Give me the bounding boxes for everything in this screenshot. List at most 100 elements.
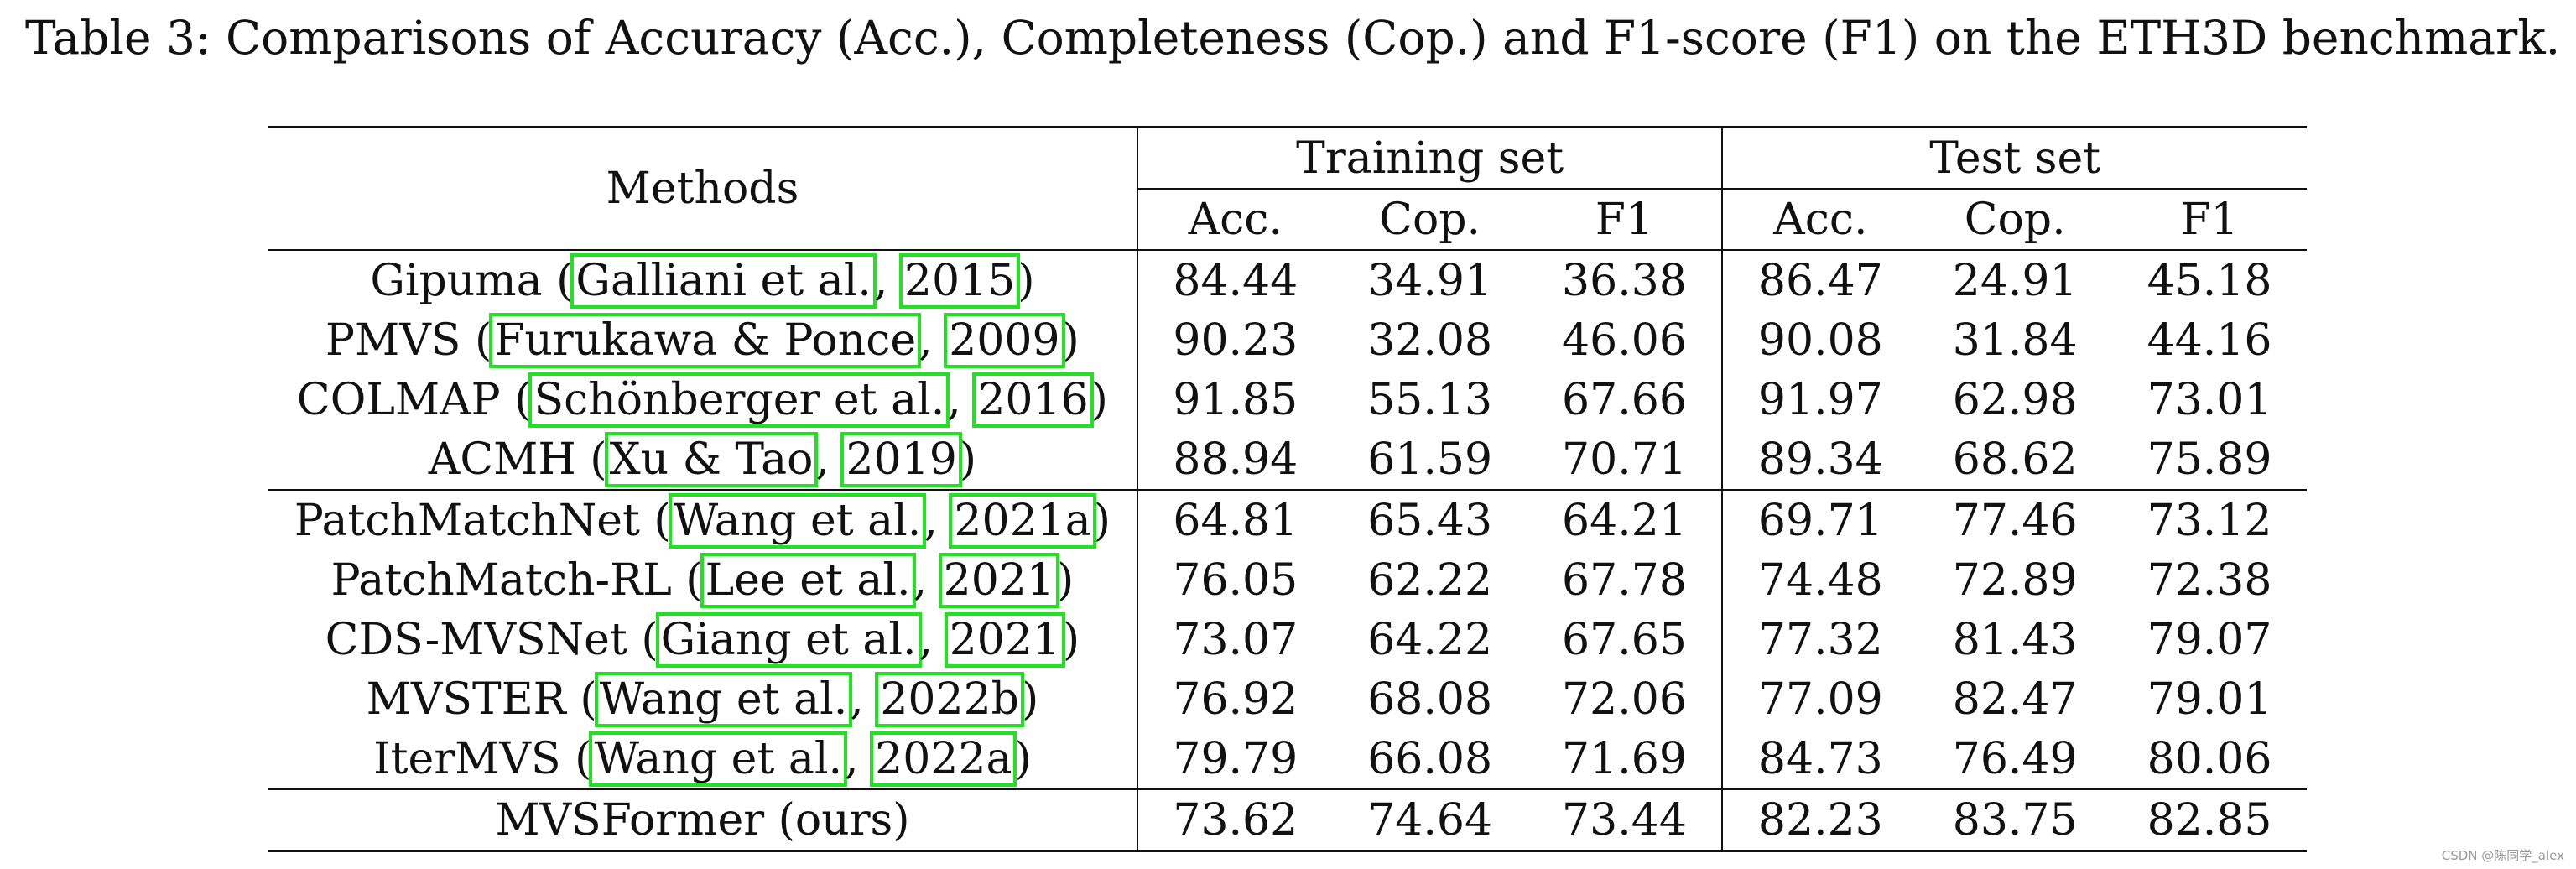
value-cell: 34.91 (1367, 255, 1493, 306)
value-cell: 84.44 (1173, 255, 1298, 306)
value-cell: 86.47 (1757, 255, 1883, 306)
citation-author[interactable]: Wang et al. (594, 671, 853, 727)
value-cell: 76.05 (1173, 554, 1298, 606)
method-cell: PMVS (Furukawa & Ponce, 2009) (268, 310, 1138, 370)
citation-year[interactable]: 2022b (875, 671, 1024, 727)
value-cell: 68.08 (1367, 674, 1493, 725)
value-cell: 77.09 (1757, 674, 1883, 725)
value-cell: 82.47 (1952, 674, 2078, 725)
value-cell: 81.43 (1952, 614, 2078, 665)
value-cell: 62.98 (1952, 374, 2078, 425)
test-f1-header: F1 (2180, 194, 2239, 245)
value-cell-best: 74.64 (1367, 794, 1493, 846)
value-cell: 67.78 (1527, 550, 1724, 610)
value-cell: 44.16 (2147, 315, 2272, 366)
method-cell: ACMH (Xu & Tao, 2019) (268, 429, 1138, 490)
method-cell: IterMVS (Wang et al., 2022a) (268, 729, 1138, 789)
citation-year[interactable]: 2016 (972, 372, 1094, 428)
value-cell: 61.59 (1367, 434, 1493, 485)
citation-year[interactable]: 2019 (840, 431, 962, 487)
value-cell: 88.94 (1173, 434, 1298, 485)
test-cop-header: Cop. (1964, 194, 2066, 245)
value-cell: 45.18 (2147, 255, 2272, 306)
train-acc-header: Acc. (1188, 194, 1283, 245)
citation-year[interactable]: 2021 (938, 552, 1059, 608)
value-cell: 55.13 (1367, 374, 1493, 425)
citation-author[interactable]: Furukawa & Ponce (489, 312, 922, 368)
value-cell: 73.07 (1173, 614, 1298, 665)
value-cell: 90.08 (1757, 315, 1883, 366)
citation-year[interactable]: 2009 (944, 312, 1065, 368)
value-cell: 80.06 (2147, 733, 2272, 784)
table-row: ACMH (Xu & Tao, 2019) 88.94 61.59 70.71 … (268, 429, 2307, 490)
value-cell: 24.91 (1952, 255, 2078, 306)
citation-author[interactable]: Wang et al. (668, 492, 927, 549)
test-acc-header: Acc. (1773, 194, 1868, 245)
value-cell: 72.06 (1527, 669, 1724, 729)
value-cell: 77.32 (1757, 614, 1883, 665)
citation-author[interactable]: Xu & Tao (604, 431, 819, 487)
value-cell: 75.89 (2147, 434, 2272, 485)
value-cell: 46.06 (1527, 310, 1724, 370)
value-cell: 64.22 (1367, 614, 1493, 665)
value-cell: 76.49 (1952, 733, 2078, 784)
value-cell: 64.21 (1527, 490, 1724, 550)
citation-year[interactable]: 2022a (870, 731, 1017, 787)
watermark: CSDN @陈同学_alex (2441, 848, 2564, 863)
training-set-header: Training set (1137, 127, 1724, 190)
citation-author[interactable]: Giang et al. (655, 611, 922, 668)
table-row: Gipuma (Galliani et al., 2015) 84.44 34.… (268, 250, 2307, 310)
value-cell: 67.65 (1527, 610, 1724, 669)
value-cell-best: 91.97 (1757, 374, 1883, 425)
value-cell: 76.92 (1173, 674, 1298, 725)
table-row: MVSTER (Wang et al., 2022b) 76.92 68.08 … (268, 669, 2307, 729)
citation-author[interactable]: Galliani et al. (570, 252, 877, 309)
value-cell: 70.71 (1527, 429, 1724, 490)
value-cell: 71.69 (1527, 729, 1724, 789)
table-row: PatchMatchNet (Wang et al., 2021a) 64.81… (268, 490, 2307, 550)
value-cell: 73.01 (2147, 374, 2272, 425)
header-row-1: Methods Training set Test set (268, 127, 2307, 250)
value-cell: 68.62 (1952, 434, 2078, 485)
value-cell: 79.07 (2147, 614, 2272, 665)
citation-year[interactable]: 2021a (949, 492, 1096, 549)
table-row: PMVS (Furukawa & Ponce, 2009) 90.23 32.0… (268, 310, 2307, 370)
method-cell: COLMAP (Schönberger et al., 2016) (268, 370, 1138, 429)
table-row: PatchMatch-RL (Lee et al., 2021) 76.05 6… (268, 550, 2307, 610)
table-row: COLMAP (Schönberger et al., 2016) 91.85 … (268, 370, 2307, 429)
value-cell: 36.38 (1527, 250, 1724, 310)
citation-author[interactable]: Schönberger et al. (528, 372, 950, 428)
table-row: CDS-MVSNet (Giang et al., 2021) 73.07 64… (268, 610, 2307, 669)
methods-header: Methods (268, 127, 1138, 250)
value-cell-best: 91.85 (1173, 374, 1298, 425)
train-cop-header: Cop. (1379, 194, 1481, 245)
citation-year[interactable]: 2021 (944, 611, 1065, 668)
value-cell: 89.34 (1757, 434, 1883, 485)
value-cell: 73.62 (1173, 794, 1298, 846)
value-cell: 84.73 (1757, 733, 1883, 784)
value-cell: 73.12 (2147, 495, 2272, 546)
value-cell: 69.71 (1757, 495, 1883, 546)
value-cell: 74.48 (1757, 554, 1883, 606)
value-cell: 31.84 (1952, 315, 2078, 366)
table-row: IterMVS (Wang et al., 2022a) 79.79 66.08… (268, 729, 2307, 789)
value-cell: 32.08 (1367, 315, 1493, 366)
value-cell: 62.22 (1367, 554, 1493, 606)
value-cell: 72.38 (2147, 554, 2272, 606)
value-cell: 66.08 (1367, 733, 1493, 784)
value-cell: 90.23 (1173, 315, 1298, 366)
method-cell: Gipuma (Galliani et al., 2015) (268, 250, 1138, 310)
value-cell: 64.81 (1173, 495, 1298, 546)
citation-author[interactable]: Lee et al. (700, 552, 916, 608)
method-cell: PatchMatch-RL (Lee et al., 2021) (268, 550, 1138, 610)
table-caption: Table 3: Comparisons of Accuracy (Acc.),… (25, 11, 2561, 65)
value-cell-best: 83.75 (1952, 794, 2078, 846)
method-cell: PatchMatchNet (Wang et al., 2021a) (268, 490, 1138, 550)
table-row-ours: MVSFormer (ours) 73.62 74.64 73.44 82.23… (268, 789, 2307, 851)
value-cell: 82.23 (1757, 794, 1883, 846)
value-cell: 72.89 (1952, 554, 2078, 606)
value-cell: 65.43 (1367, 495, 1493, 546)
value-cell: 79.01 (2147, 674, 2272, 725)
citation-author[interactable]: Wang et al. (589, 731, 848, 787)
citation-year[interactable]: 2015 (898, 252, 1021, 309)
